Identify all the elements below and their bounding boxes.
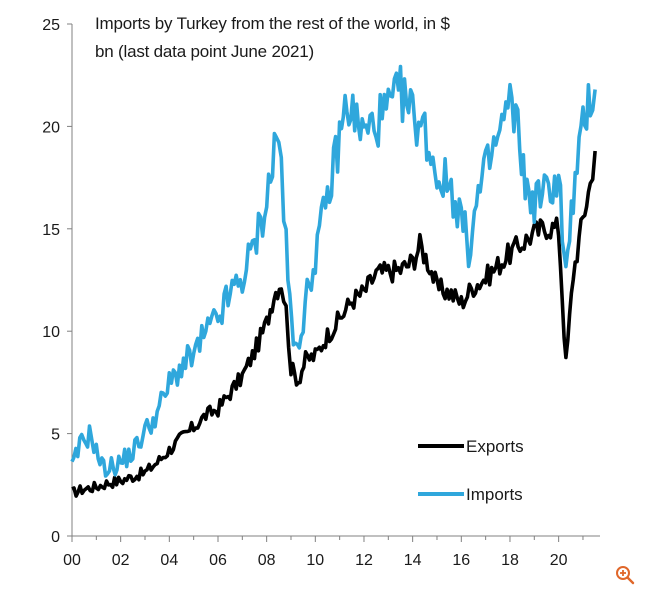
x-tick-label: 06 [209,552,227,569]
x-tick-label: 00 [63,552,81,569]
series-line-imports [70,64,597,478]
x-tick-label: 14 [404,552,422,569]
x-tick-label: 08 [258,552,276,569]
series-layer [70,64,597,498]
x-tick-label: 02 [112,552,130,569]
x-tick-label: 18 [501,552,519,569]
x-tick-label: 20 [550,552,568,569]
zoom-in-icon[interactable] [614,564,636,586]
y-tick-label: 0 [51,529,60,546]
axes: 0 5 10 15 20 25 00 02 04 06 08 10 12 14 16 18 20 [42,17,600,569]
y-tick-label: 15 [42,222,60,239]
y-tick-label: 20 [42,119,60,136]
chart-title-line-1: Imports by Turkey from the rest of the w… [95,14,450,33]
legend: Exports Imports [418,437,524,504]
x-tick-label: 16 [452,552,470,569]
series-line-exports [71,150,597,498]
x-tick-label: 12 [355,552,373,569]
legend-label-exports: Exports [466,437,524,456]
x-tick-label: 10 [306,552,324,569]
y-tick-label: 10 [42,324,60,341]
chart-title-line-2: bn (last data point June 2021) [95,42,314,61]
legend-label-imports: Imports [466,485,523,504]
y-tick-label: 5 [51,427,60,444]
y-tick-label: 25 [42,17,60,34]
x-tick-label: 04 [160,552,178,569]
